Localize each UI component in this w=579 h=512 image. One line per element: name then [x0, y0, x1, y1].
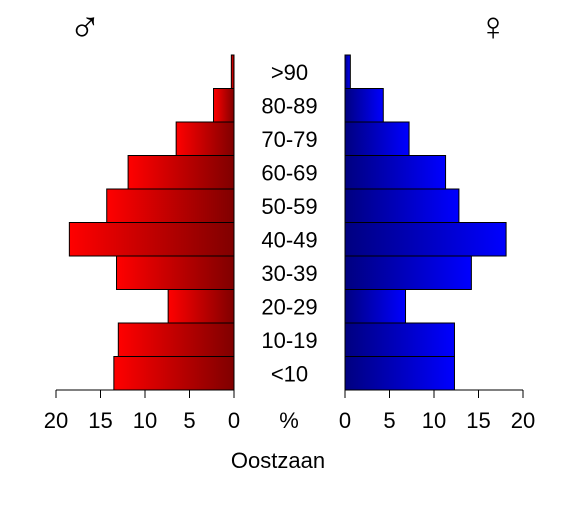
female-tick-label: 15	[466, 408, 490, 433]
chart-title: Oostzaan	[231, 448, 325, 473]
percent-axis-label: %	[279, 408, 299, 433]
female-bar	[344, 289, 407, 324]
male-bar	[68, 222, 235, 257]
male-tick-label: 20	[44, 408, 68, 433]
female-bar	[344, 155, 447, 190]
female-bars	[344, 54, 507, 391]
female-bar	[344, 121, 410, 156]
male-tick-label: 0	[228, 408, 240, 433]
age-group-label: <10	[271, 361, 308, 386]
age-group-label: 70-79	[261, 127, 317, 152]
age-group-label: >90	[271, 60, 308, 85]
age-group-label: 80-89	[261, 93, 317, 118]
female-tick-label: 20	[511, 408, 535, 433]
female-bar	[344, 54, 351, 89]
age-group-label: 20-29	[261, 294, 317, 319]
female-bar	[344, 322, 455, 357]
female-bar	[344, 188, 460, 223]
male-bar	[230, 54, 235, 89]
female-x-axis: 0 5 10 15 20	[339, 389, 535, 433]
female-tick-label: 10	[422, 408, 446, 433]
male-tick-label: 10	[133, 408, 157, 433]
male-tick-label: 5	[183, 408, 195, 433]
age-group-labels: <10 10-19 20-29 30-39 40-49 50-59 60-69 70-79 80…	[261, 60, 317, 387]
age-group-label: 60-69	[261, 160, 317, 185]
age-group-label: 50-59	[261, 194, 317, 219]
male-bar	[106, 188, 235, 223]
age-group-label: 40-49	[261, 227, 317, 252]
male-tick-label: 15	[88, 408, 112, 433]
male-bar	[127, 155, 235, 190]
male-bars	[68, 54, 235, 391]
female-bar	[344, 356, 455, 391]
male-symbol: ♂	[69, 3, 102, 52]
female-bar	[344, 88, 384, 123]
male-bar	[213, 88, 235, 123]
male-bar	[116, 255, 235, 290]
male-bar	[113, 356, 235, 391]
age-group-label: 10-19	[261, 328, 317, 353]
male-bar	[167, 289, 235, 324]
female-tick-label: 5	[383, 408, 395, 433]
age-group-label: 30-39	[261, 261, 317, 286]
male-x-axis: 20 15 10 5 0	[44, 389, 240, 433]
female-bar	[344, 222, 507, 257]
female-symbol: ♀	[478, 5, 508, 49]
male-bar	[175, 121, 235, 156]
female-tick-label: 0	[339, 408, 351, 433]
male-bar	[117, 322, 235, 357]
female-bar	[344, 255, 472, 290]
